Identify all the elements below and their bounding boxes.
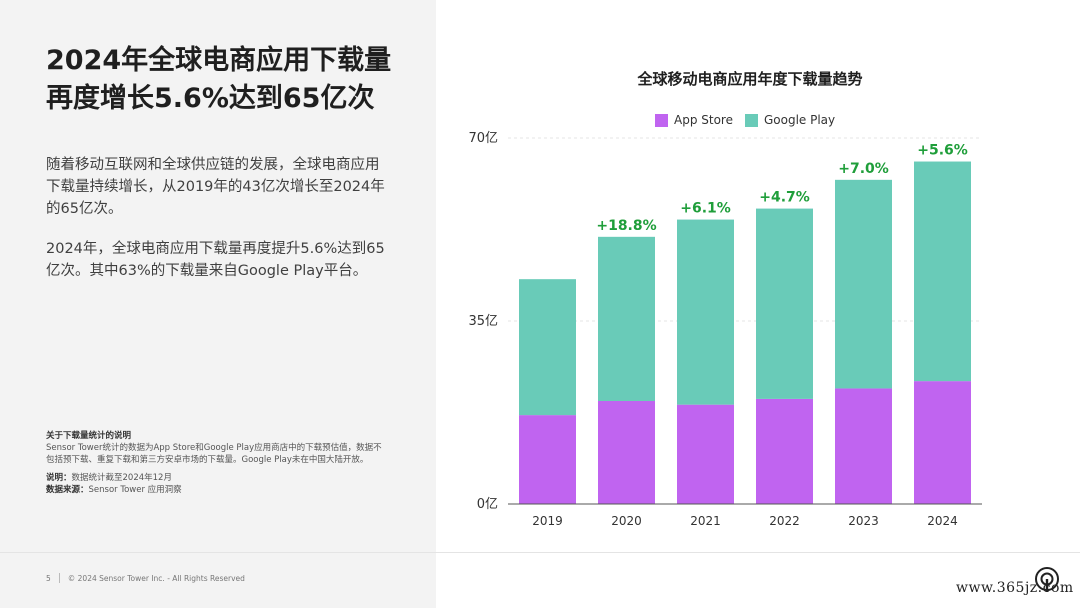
legend-label-google-play: Google Play bbox=[763, 113, 836, 127]
legend-item-app-store: App Store bbox=[655, 113, 733, 127]
growth-label-2021: +6.1% bbox=[680, 201, 731, 217]
growth-label-2020: +18.8% bbox=[596, 218, 656, 234]
bar-app-store-2022 bbox=[756, 398, 813, 504]
bar-google-play-2021 bbox=[677, 219, 734, 405]
legend-swatch-app-store bbox=[655, 113, 668, 127]
bar-google-play-2023 bbox=[835, 179, 892, 389]
footer: 5 © 2024 Sensor Tower Inc. - All Rights … bbox=[46, 573, 245, 583]
summary-paragraph: 2024年，全球电商应用下载量再度提升5.6%达到65亿次。其中63%的下载量来… bbox=[46, 241, 385, 279]
growth-label-2023: +7.0% bbox=[838, 161, 889, 177]
growth-label-2022: +4.7% bbox=[759, 190, 810, 206]
sensor-tower-logo-icon bbox=[1035, 567, 1059, 592]
chart-legend: App Store Google Play bbox=[655, 113, 847, 127]
left-panel: 2024年全球电商应用下载量再度增长5.6%达到65亿次 随着移动互联网和全球供… bbox=[0, 0, 436, 608]
bar-app-store-2023 bbox=[835, 388, 892, 504]
note-source-label: 数据来源： bbox=[46, 485, 89, 495]
note-title: 关于下载量统计的说明 bbox=[46, 431, 132, 441]
bar-google-play-2019 bbox=[519, 279, 576, 416]
y-tick-label-2: 70亿 bbox=[468, 131, 498, 146]
bar-app-store-2021 bbox=[677, 404, 734, 504]
bar-google-play-2024 bbox=[914, 161, 971, 382]
x-tick-label-2022: 2022 bbox=[769, 514, 800, 528]
y-tick-label-1: 35亿 bbox=[468, 314, 498, 329]
legend-label-app-store: App Store bbox=[674, 113, 733, 127]
headline: 2024年全球电商应用下载量再度增长5.6%达到65亿次 bbox=[46, 45, 392, 114]
chart-title: 全球移动电商应用年度下载量趋势 bbox=[637, 70, 863, 88]
legend-item-google-play: Google Play bbox=[744, 113, 836, 127]
bar-app-store-2020 bbox=[598, 400, 655, 504]
methodology-note: 关于下载量统计的说明 Sensor Tower统计的数据为App Store和G… bbox=[46, 430, 386, 496]
bar-google-play-2022 bbox=[756, 208, 813, 399]
growth-label-2024: +5.6% bbox=[917, 143, 968, 159]
x-tick-label-2021: 2021 bbox=[690, 514, 721, 528]
x-tick-label-2023: 2023 bbox=[848, 514, 879, 528]
footer-divider bbox=[0, 552, 1080, 553]
legend-swatch-google-play bbox=[744, 113, 758, 127]
bar-google-play-2020 bbox=[598, 236, 655, 401]
bar-app-store-2024 bbox=[914, 381, 971, 504]
note-explain-text: 数据统计截至2024年12月 bbox=[71, 473, 172, 483]
x-tick-label-2020: 2020 bbox=[611, 514, 642, 528]
x-tick-label-2024: 2024 bbox=[927, 514, 958, 528]
footer-separator bbox=[58, 573, 60, 583]
note-source-text: Sensor Tower 应用洞察 bbox=[88, 485, 182, 495]
page-number: 5 bbox=[46, 573, 51, 583]
intro-paragraph: 随着移动互联网和全球供应链的发展，全球电商应用下载量持续增长，从2019年的43… bbox=[46, 157, 385, 217]
x-tick-label-2019: 2019 bbox=[532, 514, 563, 528]
note-source: 数据来源：Sensor Tower 应用洞察 bbox=[46, 484, 386, 496]
copyright: © 2024 Sensor Tower Inc. - All Rights Re… bbox=[67, 573, 245, 583]
y-tick-label-0: 0亿 bbox=[477, 497, 498, 512]
note-explain-label: 说明： bbox=[46, 473, 72, 483]
watermark: www.365jz.com bbox=[956, 580, 1074, 596]
note-body: Sensor Tower统计的数据为App Store和Google Play应… bbox=[46, 443, 382, 465]
bar-app-store-2019 bbox=[519, 415, 576, 504]
note-explain: 说明：数据统计截至2024年12月 bbox=[46, 472, 386, 484]
